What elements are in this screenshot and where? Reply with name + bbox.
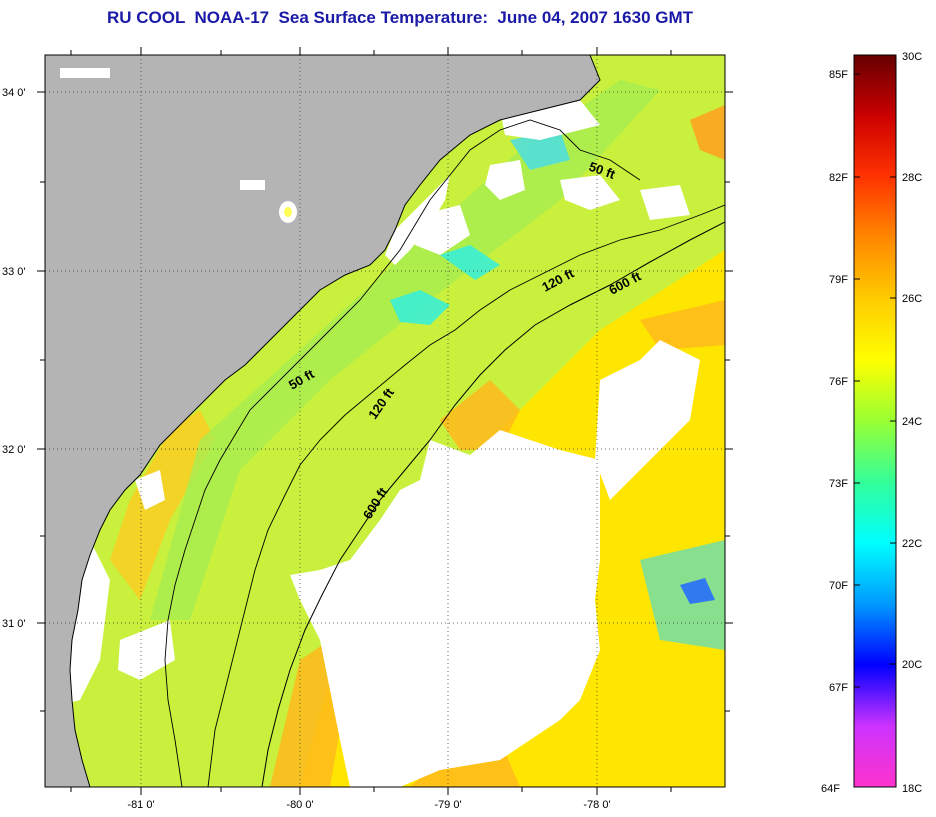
colorbar bbox=[853, 54, 897, 788]
lat-label-31: 31 0' bbox=[2, 618, 26, 630]
scale-f-82: 82F bbox=[829, 172, 848, 184]
scale-f-70: 70F bbox=[829, 580, 848, 592]
sst-orange-coastal bbox=[110, 410, 215, 600]
sst-cyan-patch-4 bbox=[640, 540, 725, 650]
cloud-sw bbox=[135, 470, 165, 510]
coastline bbox=[69, 55, 601, 787]
cloud-east bbox=[595, 340, 700, 500]
map-layers: 50 ft 120 ft 600 ft 50 ft 120 ft 600 ft bbox=[45, 55, 725, 787]
inland-speck-2 bbox=[240, 180, 265, 190]
scale-c-18: 18C bbox=[902, 783, 922, 795]
contour-50ft bbox=[164, 119, 641, 787]
scale-c-28: 28C bbox=[902, 172, 922, 184]
lat-label-34: 34 0' bbox=[2, 87, 26, 99]
scale-f-85: 85F bbox=[829, 69, 848, 81]
sst-cyan-patch-3 bbox=[510, 130, 570, 170]
sst-cyan-patch-1 bbox=[390, 290, 450, 325]
inland-speck-1 bbox=[60, 68, 110, 78]
scale-c-20: 20C bbox=[902, 659, 922, 671]
scale-f-64: 64F bbox=[821, 783, 840, 795]
scale-f-67: 67F bbox=[829, 682, 848, 694]
inland-speck-3-core bbox=[284, 207, 292, 217]
land-mass bbox=[45, 55, 600, 787]
axis-ticks bbox=[37, 47, 733, 795]
scale-c-22: 22C bbox=[902, 538, 922, 550]
lat-label-32: 32 0' bbox=[2, 444, 26, 456]
cloud-south-coast-2 bbox=[118, 620, 175, 680]
scale-c-30: 30C bbox=[902, 51, 922, 63]
lon-label-79: -79 0' bbox=[434, 799, 461, 811]
map-frame bbox=[44, 54, 726, 788]
scale-f-73: 73F bbox=[829, 478, 848, 490]
colorbar-ticks bbox=[854, 73, 896, 688]
cloud-east-2 bbox=[640, 185, 690, 220]
cloud-ne-1 bbox=[485, 160, 525, 200]
sst-orange-patch-4 bbox=[690, 105, 725, 160]
scale-f-76: 76F bbox=[829, 376, 848, 388]
sst-orange-patch-1 bbox=[270, 640, 345, 787]
cloud-ne-2 bbox=[560, 175, 620, 210]
lat-label-33: 33 0' bbox=[2, 266, 26, 278]
graticule bbox=[45, 55, 725, 787]
sst-green-nearshore bbox=[150, 80, 660, 620]
scale-f-79: 79F bbox=[829, 274, 848, 286]
sst-blue-patch bbox=[680, 578, 715, 604]
lon-label-80: -80 0' bbox=[286, 799, 313, 811]
contour-600ft bbox=[261, 221, 725, 787]
sst-orange-patch-3 bbox=[640, 300, 725, 350]
scale-c-26: 26C bbox=[902, 293, 922, 305]
lon-label-81: -81 0' bbox=[127, 799, 154, 811]
scale-c-24: 24C bbox=[902, 416, 922, 428]
cloud-large-central bbox=[290, 430, 600, 787]
lon-label-78: -78 0' bbox=[583, 799, 610, 811]
map-title: RU COOL NOAA-17 Sea Surface Temperature:… bbox=[106, 8, 694, 27]
